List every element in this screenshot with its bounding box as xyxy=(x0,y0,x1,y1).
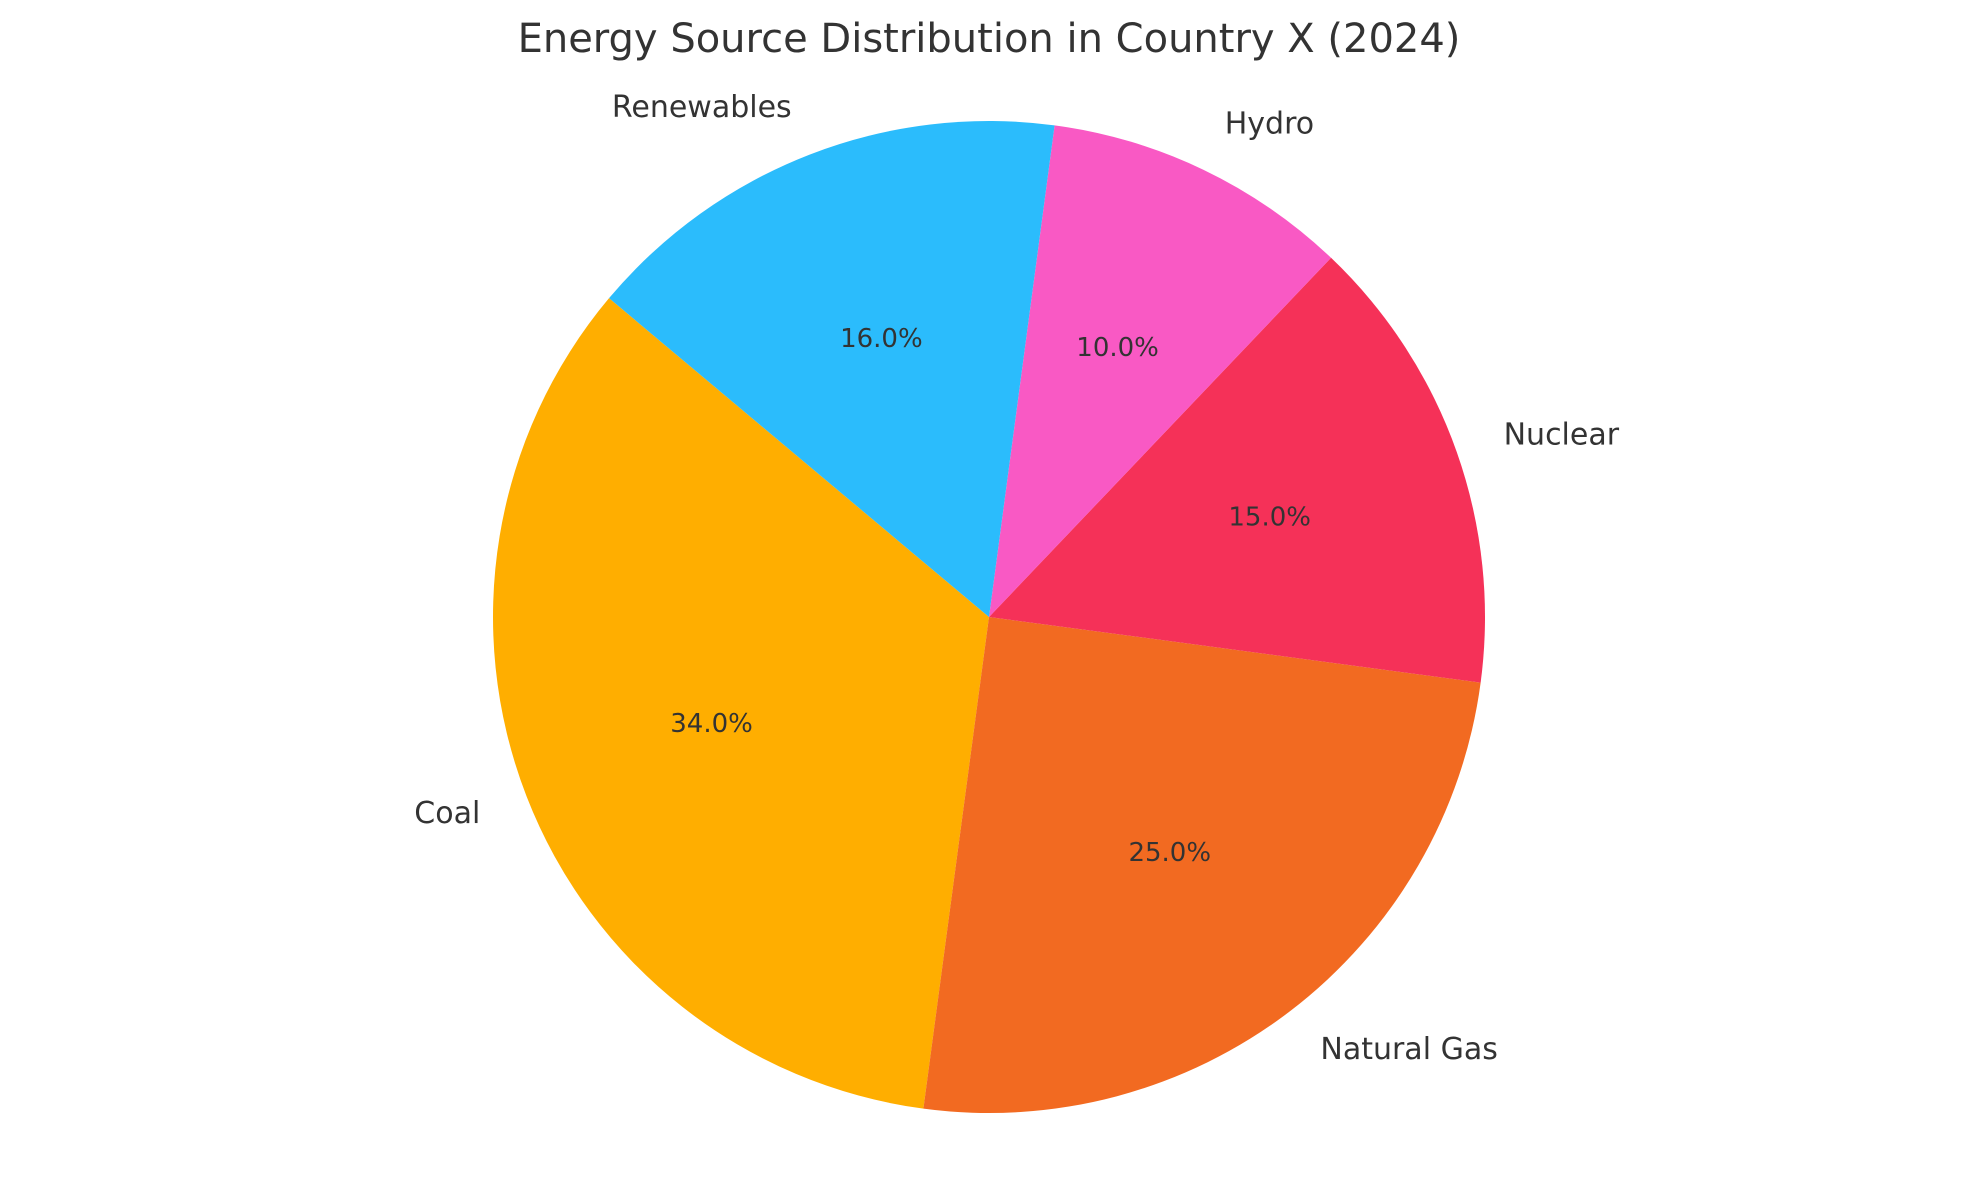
slice-label-natural-gas: Natural Gas xyxy=(1320,1032,1497,1067)
slice-label-coal: Coal xyxy=(414,796,480,831)
slice-label-hydro: Hydro xyxy=(1225,106,1314,141)
slice-percent-hydro: 10.0% xyxy=(1076,333,1159,363)
slice-label-renewables: Renewables xyxy=(612,90,792,125)
pie-labels: Coal 34.0% Natural Gas 25.0% Nuclear 15.0% Hyd… xyxy=(414,90,1619,1067)
slice-label-nuclear: Nuclear xyxy=(1504,417,1620,452)
slice-percent-coal: 34.0% xyxy=(670,709,753,739)
pie-slices xyxy=(492,120,1486,1113)
pie-slice-renewables xyxy=(609,120,1055,617)
slice-percent-renewables: 16.0% xyxy=(840,324,923,354)
pie-slice-coal xyxy=(492,298,989,1109)
slice-percent-natural-gas: 25.0% xyxy=(1128,838,1211,868)
chart-title: Energy Source Distribution in Country X … xyxy=(518,16,1461,62)
slice-percent-nuclear: 15.0% xyxy=(1228,503,1311,533)
pie-slice-nuclear xyxy=(989,257,1486,683)
pie-slice-natural-gas xyxy=(923,617,1481,1113)
pie-slice-hydro xyxy=(989,125,1332,618)
